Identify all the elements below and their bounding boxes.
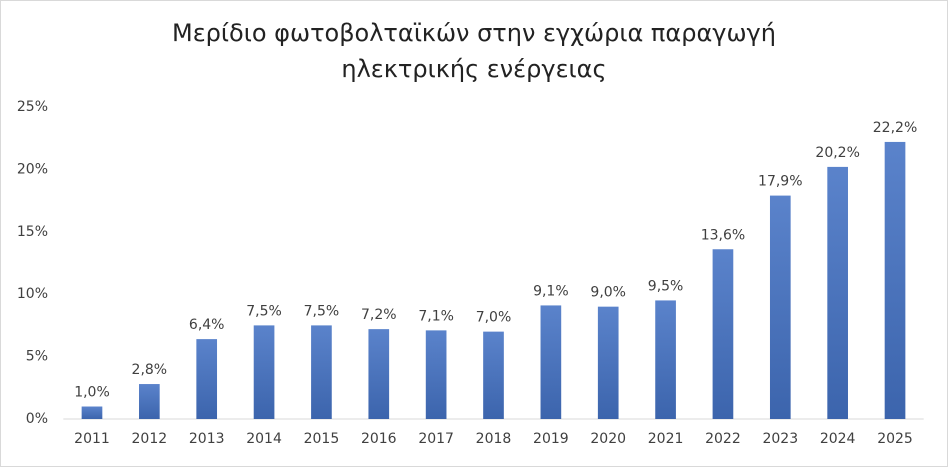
bar [311, 325, 332, 419]
x-tick-label: 2025 [877, 431, 913, 447]
y-tick-label: 25% [17, 99, 48, 115]
bar [81, 406, 103, 419]
bar [712, 249, 734, 419]
bar [139, 384, 160, 419]
bar [884, 141, 906, 419]
x-tick-label: 2020 [590, 431, 626, 447]
bar [425, 330, 447, 419]
bar [368, 329, 390, 419]
bar [253, 325, 275, 419]
x-tick-label: 2023 [762, 431, 798, 447]
x-tick-label: 2015 [304, 431, 340, 447]
data-label: 17,9% [758, 174, 802, 190]
data-label: 20,2% [815, 145, 859, 161]
x-tick-label: 2011 [74, 431, 110, 447]
chart-title: ηλεκτρικής ενέργειας [341, 55, 606, 83]
data-label: 7,0% [476, 310, 512, 326]
bar [769, 195, 791, 419]
y-tick-label: 15% [17, 224, 48, 240]
bar [196, 339, 218, 419]
bar [655, 300, 676, 419]
x-tick-label: 2022 [705, 431, 741, 447]
data-label: 7,1% [418, 308, 454, 324]
data-label: 1,0% [74, 385, 110, 401]
bar [827, 166, 848, 419]
x-tick-label: 2018 [476, 431, 512, 447]
x-tick-label: 2017 [418, 431, 454, 447]
y-tick-label: 5% [26, 349, 48, 365]
x-tick-label: 2016 [361, 431, 397, 447]
data-label: 7,5% [304, 303, 340, 319]
chart-title: Μερίδιο φωτοβολταϊκών στην εγχώρια παραγ… [172, 19, 776, 47]
x-tick-label: 2014 [246, 431, 282, 447]
x-tick-label: 2019 [533, 431, 569, 447]
data-label: 2,8% [132, 362, 168, 378]
bar [483, 331, 504, 419]
data-label: 9,1% [533, 283, 569, 299]
bar [597, 306, 619, 419]
data-label: 7,2% [361, 307, 397, 323]
y-tick-label: 20% [17, 161, 48, 177]
data-label: 6,4% [189, 317, 225, 333]
data-label: 7,5% [246, 303, 282, 319]
x-tick-label: 2021 [648, 431, 684, 447]
data-label: 22,2% [873, 120, 917, 136]
x-tick-label: 2024 [820, 431, 856, 447]
data-label: 13,6% [701, 227, 745, 243]
x-tick-label: 2012 [132, 431, 168, 447]
y-tick-label: 10% [17, 286, 48, 302]
x-tick-label: 2013 [189, 431, 225, 447]
y-tick-label: 0% [26, 411, 48, 427]
data-label: 9,0% [590, 285, 626, 301]
bar [540, 305, 562, 419]
data-label: 9,5% [648, 278, 684, 294]
